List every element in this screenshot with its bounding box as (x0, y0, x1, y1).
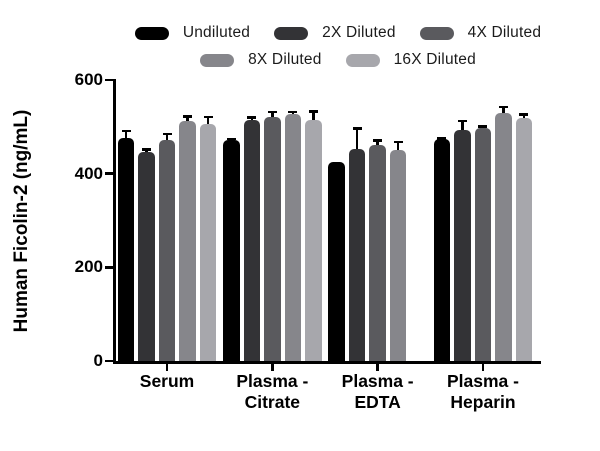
error-bar-line (396, 141, 400, 151)
legend-row: 8X Diluted 16X Diluted (200, 51, 476, 69)
error-bar-line (312, 111, 315, 121)
bar-undiluted (223, 140, 240, 361)
legend-item: 4X Diluted (419, 24, 542, 42)
y-tick-label: 600 (74, 70, 103, 89)
x-category-label-line: Plasma - (236, 371, 309, 391)
error-bar-cap (142, 148, 151, 151)
x-category-label: Plasma - EDTA (320, 371, 436, 413)
bar-8x-diluted (389, 150, 407, 361)
legend-label: 8X Diluted (248, 51, 322, 68)
x-category-label-line: Plasma - (341, 371, 414, 391)
legend-swatch-icon (200, 53, 235, 67)
error-bar-line (461, 120, 464, 131)
x-axis-line (113, 361, 541, 364)
error-bar-line (355, 128, 359, 150)
x-axis-tick (165, 364, 169, 371)
error-bar-line (206, 116, 210, 125)
bar-16x-diluted (199, 124, 217, 361)
legend-item: 8X Diluted (200, 51, 322, 69)
bar-4x-diluted (264, 116, 281, 361)
legend-label: Undiluted (182, 24, 251, 41)
y-tick-label: 400 (74, 163, 103, 183)
x-category-label-line: EDTA (354, 392, 401, 412)
error-bar-line (124, 130, 128, 138)
bar-8x-diluted (495, 112, 512, 361)
legend-swatch-icon (419, 26, 454, 40)
bar-2x-diluted (454, 130, 471, 361)
bar-8x-diluted (284, 114, 302, 361)
legend-swatch-icon (134, 26, 169, 40)
y-axis-line (113, 78, 116, 364)
bar-16x-diluted (305, 120, 322, 361)
x-category-label: Serum (109, 371, 225, 392)
error-bar-line (522, 114, 526, 119)
error-bar-cap (308, 110, 318, 113)
error-bar-line (271, 111, 274, 117)
y-tick-label: 0 (93, 351, 103, 370)
error-bar-cap (162, 132, 172, 136)
error-bar-cap (393, 140, 403, 144)
legend-label: 4X Diluted (467, 24, 542, 41)
y-axis-tick (105, 359, 113, 363)
bar-4x-diluted (474, 128, 492, 361)
x-category-label-line: Plasma - (446, 371, 519, 391)
error-bar-cap (267, 110, 277, 114)
error-bar-cap (437, 137, 447, 140)
y-axis-tick (105, 78, 113, 82)
error-bar-cap (457, 119, 467, 123)
error-bar-cap (288, 110, 298, 114)
chart-legend: Undiluted 2X Diluted 4X Diluted 8X Diluted 1… (113, 24, 563, 69)
legend-row: Undiluted 2X Diluted 4X Diluted (134, 24, 542, 42)
error-bar-cap (352, 127, 362, 130)
x-axis-tick (376, 364, 379, 371)
bar-undiluted (433, 139, 451, 361)
error-bar-cap (498, 105, 508, 109)
bar-8x-diluted (179, 120, 196, 361)
error-bar-line (165, 133, 169, 140)
bar-2x-diluted (138, 151, 155, 361)
legend-label: 2X Diluted (322, 24, 396, 41)
x-category-label-line: Serum (139, 371, 195, 391)
x-category-label: Plasma - Citrate (214, 371, 330, 413)
error-bar-cap (183, 115, 192, 118)
legend-item: 16X Diluted (345, 51, 476, 69)
bar-16x-diluted (515, 118, 533, 361)
x-axis-tick (271, 364, 274, 371)
legend-swatch-icon (345, 53, 380, 67)
x-category-label-line: Citrate (244, 392, 301, 412)
y-axis-tick (105, 172, 113, 175)
legend-label: 16X Diluted (393, 51, 476, 68)
bar-undiluted (117, 137, 135, 361)
error-bar-cap (519, 113, 529, 116)
error-bar-cap (226, 137, 236, 141)
error-bar-cap (478, 125, 488, 128)
x-category-label: Plasma - Heparin (425, 371, 541, 413)
error-bar-line (502, 106, 505, 113)
legend-item: 2X Diluted (274, 24, 396, 42)
x-category-label-line: Heparin (450, 392, 516, 412)
legend-swatch-icon (274, 26, 309, 40)
y-axis-tick (105, 266, 113, 269)
error-bar-cap (247, 116, 257, 119)
error-bar-cap (203, 115, 213, 119)
error-bar-line (376, 140, 379, 145)
legend-item: Undiluted (134, 24, 251, 42)
error-bar-cap (373, 139, 383, 142)
bar-4x-diluted (369, 144, 386, 361)
bar-2x-diluted (348, 149, 366, 361)
error-bar-line (186, 116, 189, 121)
error-bar-cap (121, 129, 131, 133)
y-tick-label: 200 (74, 257, 103, 277)
bar-2x-diluted (243, 120, 261, 361)
bar-4x-diluted (158, 139, 176, 361)
bar-undiluted (328, 161, 345, 361)
x-axis-tick (481, 364, 485, 371)
